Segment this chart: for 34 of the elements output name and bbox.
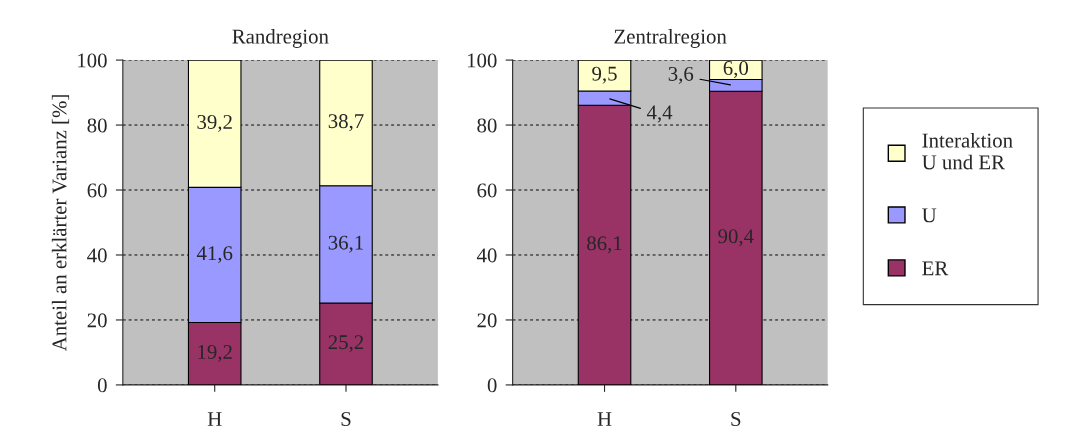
data-label: 39,2 [197, 114, 232, 132]
x-tick-label: H [207, 412, 222, 426]
x-tick-label: S [341, 411, 351, 426]
data-label: 4,4 [646, 105, 673, 123]
y-tick-label: 60 [477, 183, 497, 198]
y-tick-label: 80 [87, 118, 107, 133]
data-label: 6,0 [723, 60, 749, 79]
data-label: 36,1 [328, 235, 363, 253]
chart-title: Randregion [232, 28, 329, 48]
data-label: 86,1 [587, 236, 622, 254]
data-label: 9,5 [592, 66, 617, 84]
x-tick-label: S [731, 411, 741, 426]
legend-label: Interaktion U und ER [922, 132, 1013, 170]
y-tick-label: 80 [477, 118, 497, 133]
y-tick-label: 0 [487, 378, 497, 393]
y-tick-label: 100 [467, 53, 497, 68]
chart-title: Zentralregion [614, 28, 727, 48]
data-label: 90,4 [718, 229, 754, 247]
y-tick-label: 60 [87, 183, 107, 198]
y-tick-label: 0 [97, 378, 107, 393]
data-label: 3,6 [668, 66, 694, 84]
data-label: 38,7 [328, 114, 364, 132]
y-tick-label: 100 [78, 53, 107, 68]
y-axis-title: Anteil an erklärter Varianz [%] [51, 95, 70, 352]
data-label: 19,2 [198, 344, 232, 362]
legend-label: ER [922, 261, 949, 276]
data-label: 41,6 [196, 246, 233, 264]
data-label: 25,2 [328, 335, 364, 353]
y-tick-label: 40 [87, 248, 107, 263]
y-tick-label: 20 [87, 313, 107, 328]
x-tick-label: H [597, 412, 612, 426]
y-tick-label: 40 [476, 248, 497, 263]
y-tick-label: 20 [477, 313, 497, 328]
legend-label: U [922, 208, 937, 223]
